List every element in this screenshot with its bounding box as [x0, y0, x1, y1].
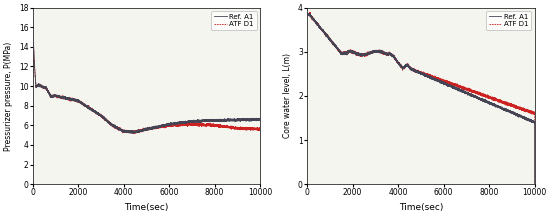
ATF D1 — [485, 94, 491, 97]
Line: Ref. A1: Ref. A1 — [33, 36, 260, 133]
Ref. A1 — [29, 86, 36, 89]
Ref. A1 — [485, 101, 491, 103]
ATF D1 — [112, 126, 118, 129]
Line: ATF D1: ATF D1 — [307, 12, 534, 185]
ATF D1 — [306, 11, 313, 14]
Y-axis label: Pressurizer pressure, P(MPa): Pressurizer pressure, P(MPa) — [4, 41, 13, 151]
ATF D1 — [174, 123, 181, 126]
Ref. A1 — [473, 95, 479, 98]
ATF D1 — [29, 87, 36, 89]
Legend: Ref. A1, ATF D1: Ref. A1, ATF D1 — [212, 11, 257, 30]
Ref. A1 — [315, 25, 322, 27]
ATF D1 — [439, 80, 445, 83]
ATF D1 — [41, 87, 47, 89]
ATF D1 — [257, 128, 263, 131]
ATF D1 — [386, 51, 393, 54]
ATF D1 — [315, 23, 322, 26]
ATF D1 — [131, 132, 138, 135]
Line: ATF D1: ATF D1 — [33, 36, 260, 133]
Ref. A1 — [127, 132, 134, 135]
Ref. A1 — [531, 183, 538, 186]
ATF D1 — [30, 34, 36, 37]
Ref. A1 — [257, 117, 263, 120]
Ref. A1 — [198, 120, 204, 122]
ATF D1 — [198, 124, 204, 126]
Ref. A1 — [439, 82, 445, 84]
Legend: Ref. A1, ATF D1: Ref. A1, ATF D1 — [486, 11, 531, 30]
ATF D1 — [473, 92, 479, 95]
Ref. A1 — [174, 122, 181, 124]
ATF D1 — [210, 124, 217, 127]
X-axis label: Time(sec): Time(sec) — [124, 203, 169, 212]
X-axis label: Time(sec): Time(sec) — [399, 203, 443, 212]
Ref. A1 — [306, 12, 312, 14]
Ref. A1 — [386, 52, 393, 55]
Ref. A1 — [210, 120, 217, 122]
ATF D1 — [304, 14, 310, 17]
Ref. A1 — [41, 86, 47, 89]
Ref. A1 — [30, 35, 36, 38]
Line: Ref. A1: Ref. A1 — [307, 13, 534, 184]
Ref. A1 — [112, 125, 118, 127]
ATF D1 — [449, 81, 455, 84]
Ref. A1 — [304, 12, 310, 15]
Y-axis label: Core water level, L(m): Core water level, L(m) — [283, 53, 293, 138]
ATF D1 — [164, 125, 171, 127]
ATF D1 — [531, 184, 538, 186]
Ref. A1 — [164, 123, 171, 125]
Ref. A1 — [449, 86, 455, 89]
